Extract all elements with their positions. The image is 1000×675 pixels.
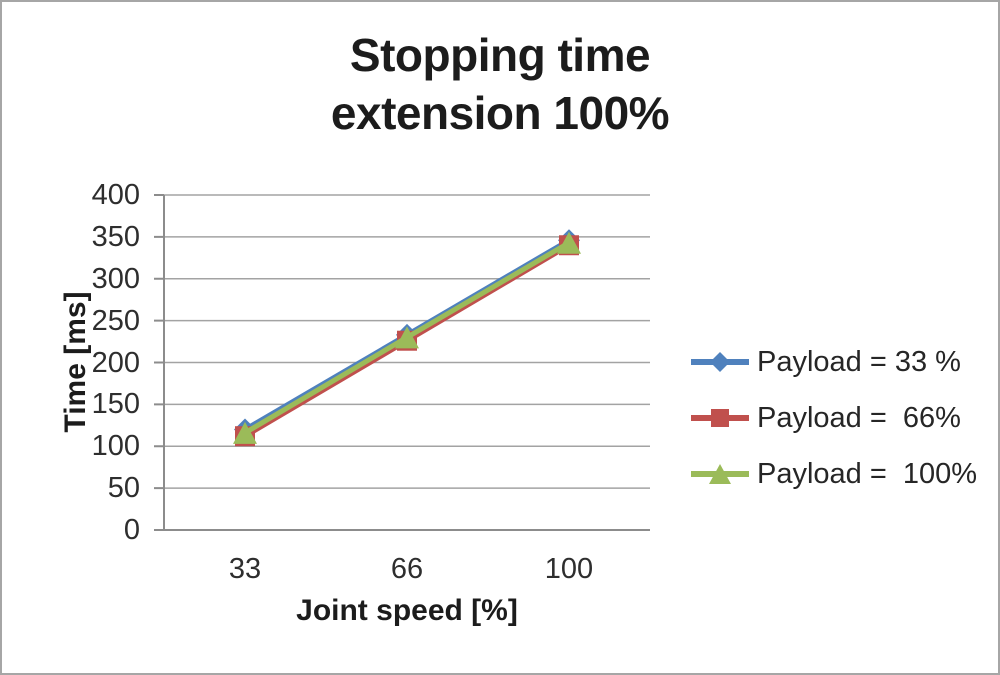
legend-item: Payload = 66% — [690, 390, 977, 446]
legend-item: Payload = 33 % — [690, 334, 977, 390]
legend: Payload = 33 % Payload = 66% Payload = 100… — [690, 334, 977, 502]
marker-triangle-payload-100 — [233, 421, 257, 444]
legend-label: Payload = 66% — [757, 401, 961, 434]
y-tick-label: 150 — [91, 388, 140, 421]
y-tick-label: 350 — [91, 220, 140, 253]
chart-title-line1: Stopping time — [349, 29, 651, 81]
legend-key-payload-100 — [691, 464, 749, 484]
y-tick-label: 50 — [107, 472, 140, 505]
legend-key-payload-66 — [691, 409, 749, 427]
x-tick-label: 66 — [390, 553, 424, 585]
marker-triangle-payload-100 — [395, 326, 419, 349]
legend-label: Payload = 100% — [757, 457, 978, 490]
y-tick-label: 300 — [91, 262, 140, 295]
chart-title: Stopping time extension 100% — [2, 26, 998, 142]
x-tick-label: 33 — [228, 553, 262, 585]
marker-triangle-payload-100 — [557, 231, 581, 254]
y-tick-label: 400 — [91, 179, 140, 211]
legend-key-payload-33 — [691, 352, 749, 372]
y-tick-label: 0 — [123, 514, 140, 546]
y-tick-label: 250 — [91, 304, 140, 337]
chart-title-line2: extension 100% — [330, 87, 670, 139]
y-axis-title: Time [ms] — [59, 291, 92, 433]
legend-item: Payload = 100% — [690, 446, 977, 502]
legend-label: Payload = 33 % — [757, 345, 961, 378]
x-axis-title: Joint speed [%] — [296, 594, 518, 627]
y-tick-label: 200 — [91, 346, 140, 379]
x-tick-label: 100 — [544, 553, 594, 585]
y-tick-label: 100 — [91, 430, 140, 463]
legend-marker-triangle — [709, 464, 731, 484]
legend-marker-square — [711, 409, 729, 427]
legend-marker-diamond — [710, 352, 730, 372]
